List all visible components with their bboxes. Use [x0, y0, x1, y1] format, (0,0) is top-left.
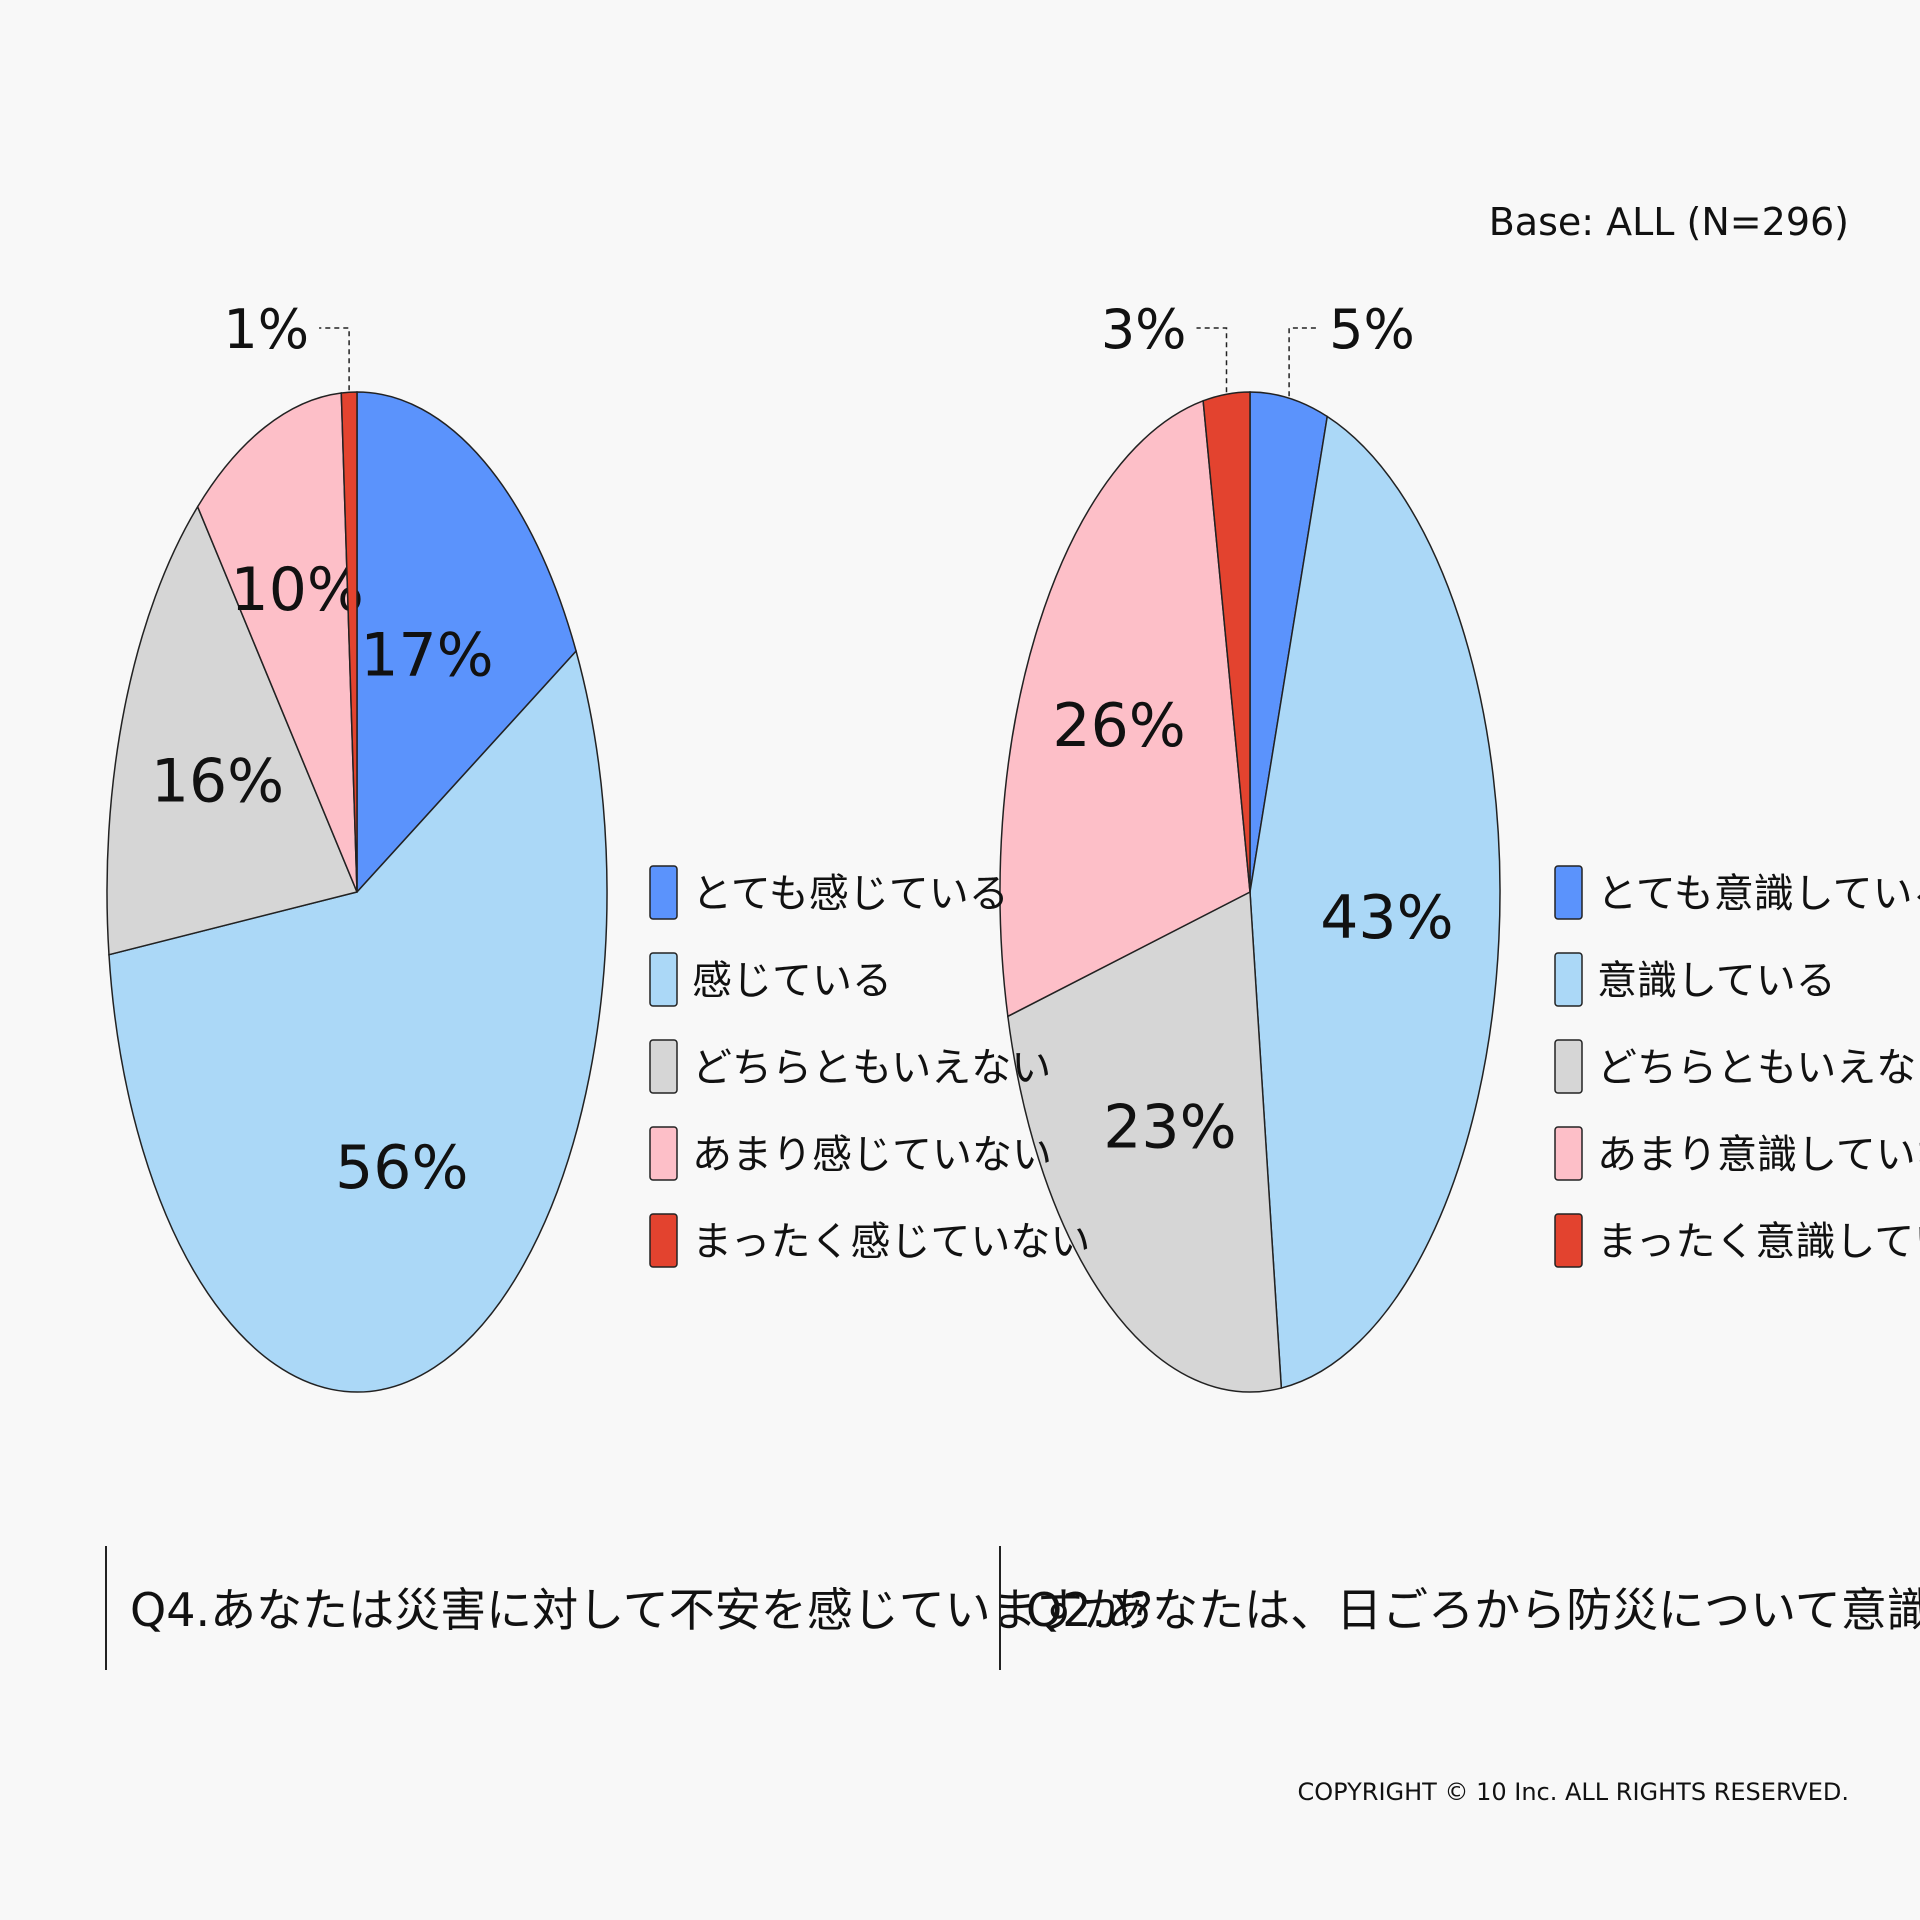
leader-line [1288, 327, 1320, 397]
pie-slice-neutral [106, 505, 359, 956]
pie-slice-label: 1% [223, 298, 309, 361]
pie-slice-not-much [196, 392, 358, 893]
pie-slice-label: 23% [1103, 1093, 1236, 1163]
legend-q2: とても意識している意識しているどちらともいえないあまり意識していないまったく意識… [1554, 865, 1920, 1268]
pie-slice-label: 43% [1320, 883, 1453, 953]
legend-label: 感じている [692, 958, 892, 1004]
legend-label: まったく感じていない [692, 1219, 1090, 1265]
legend-swatch [649, 952, 678, 1007]
pie-slice-label: 26% [1052, 691, 1185, 761]
legend-swatch [1554, 1126, 1583, 1181]
legend-swatch [649, 1039, 678, 1094]
legend-swatch [1554, 1213, 1583, 1268]
pie-chart-q2: 5% 43% 23% 26% 3% [999, 298, 1501, 1393]
legend-label: まったく意識していない [1597, 1219, 1920, 1265]
pie-chart-q4: 17% 56% 16% 10% 1% [106, 298, 608, 1393]
pie-slice-yes [108, 649, 608, 1393]
legend-label: あまり感じていない [692, 1132, 1052, 1178]
pie-slice-label: 56% [335, 1133, 468, 1203]
question-q4: Q4.あなたは災害に対して不安を感じていますか？ [130, 1583, 1175, 1637]
pie-slice-very [356, 391, 577, 894]
pie-slice-not-at-all [340, 391, 358, 893]
legend-swatch [649, 1213, 678, 1268]
legend-swatch [1554, 865, 1583, 920]
base-note: Base: ALL (N=296) [1489, 200, 1849, 244]
legend-label: とても意識している [1597, 871, 1920, 917]
legend-label: どちらともいえない [692, 1045, 1051, 1091]
legend-label: 意識している [1597, 958, 1836, 1004]
pie-slice-very [1249, 391, 1329, 893]
leader-line [1196, 327, 1228, 393]
pie-slice-label: 17% [360, 620, 493, 690]
pie-slice-yes [1249, 415, 1501, 1390]
copyright: COPYRIGHT © 10 Inc. ALL RIGHTS RESERVED. [1298, 1778, 1849, 1806]
legend-label: どちらともいえない [1597, 1045, 1920, 1091]
pie-slice-label: 5% [1329, 298, 1415, 361]
pie-slice-not-much [999, 399, 1251, 1018]
leader-line [319, 327, 350, 391]
pie-slice-neutral [1007, 890, 1283, 1393]
legend-swatch [1554, 1039, 1583, 1094]
legend-label: とても感じている [692, 871, 1009, 917]
question-q2: Q2.あなたは、日ごろから防災について意識していますか？ [1026, 1583, 1920, 1637]
legend-swatch [649, 865, 678, 920]
pie-slice-label: 10% [231, 555, 364, 625]
pie-slice-not-at-all [1202, 391, 1251, 893]
pie-slice-label: 16% [151, 747, 284, 817]
legend-q4: とても感じている感じているどちらともいえないあまり感じていないまったく感じていな… [649, 865, 1090, 1268]
legend-swatch [649, 1126, 678, 1181]
legend-swatch [1554, 952, 1583, 1007]
legend-label: あまり意識していない [1597, 1132, 1920, 1178]
pie-slice-label: 3% [1101, 298, 1187, 361]
